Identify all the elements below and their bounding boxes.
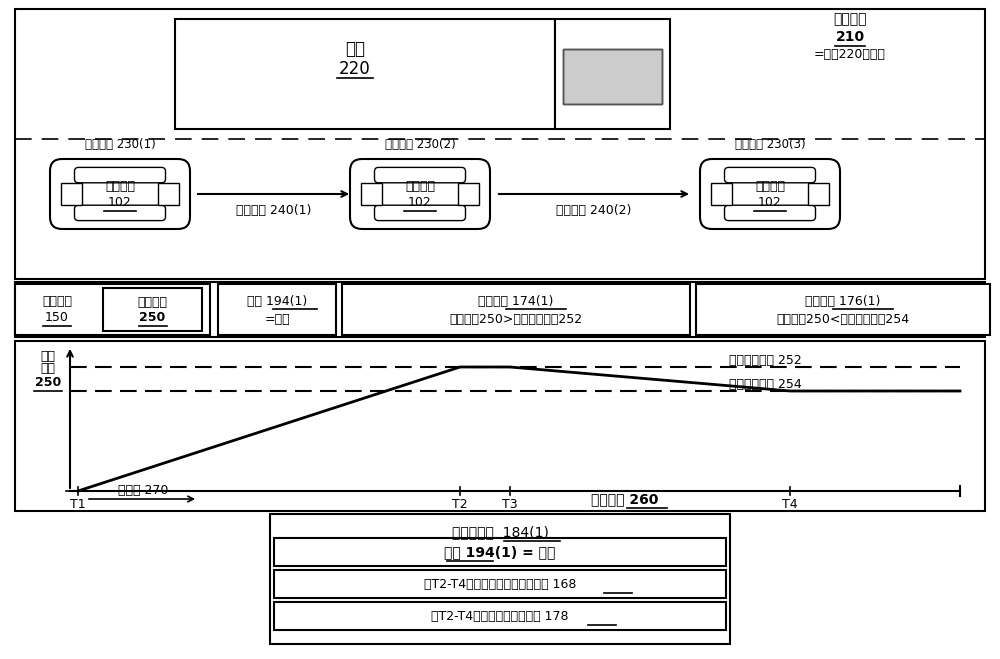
- Text: 恐惧图形 260: 恐惧图形 260: [591, 492, 659, 506]
- Bar: [15, 284, 210, 335]
- Bar: [270, 514, 730, 644]
- Bar: [711, 183, 732, 205]
- Bar: [808, 183, 829, 205]
- Text: =卡车220的盲点: =卡车220的盲点: [814, 47, 886, 61]
- Text: 相对运动 240(2): 相对运动 240(2): [556, 204, 632, 217]
- Bar: [274, 538, 726, 566]
- Text: T2: T2: [452, 498, 468, 511]
- Text: 相对位置 230(3): 相对位置 230(3): [735, 138, 805, 152]
- Text: 相对位置 230(1): 相对位置 230(1): [85, 138, 155, 152]
- Text: 102: 102: [108, 196, 132, 208]
- Bar: [563, 49, 662, 104]
- Bar: [274, 602, 726, 630]
- Bar: [158, 183, 179, 205]
- Text: 恐惧下限阈值 254: 恐惧下限阈值 254: [729, 378, 801, 391]
- Text: T1: T1: [70, 498, 86, 511]
- Bar: [696, 284, 990, 335]
- Bar: [563, 49, 662, 104]
- Bar: [458, 183, 479, 205]
- Text: 恐惧: 恐惧: [40, 349, 56, 362]
- Bar: [175, 19, 555, 129]
- Text: 交通工具: 交通工具: [405, 179, 435, 192]
- Text: T3: T3: [502, 498, 518, 511]
- FancyBboxPatch shape: [374, 167, 466, 183]
- Bar: [15, 341, 985, 511]
- Text: 水平: 水平: [40, 362, 56, 376]
- Text: 基线标准 176(1): 基线标准 176(1): [805, 295, 881, 308]
- Text: 210: 210: [835, 30, 865, 44]
- Text: 恐惧水平: 恐惧水平: [138, 297, 168, 309]
- Text: 标签 194(1) = 恐惧: 标签 194(1) = 恐惧: [444, 545, 556, 559]
- Text: 250: 250: [139, 311, 166, 324]
- Text: 102: 102: [758, 196, 782, 208]
- Text: 驾驶场景: 驾驶场景: [833, 12, 867, 26]
- Bar: [103, 288, 202, 331]
- Text: 从T2-T4的时间段的自驾动作 178: 从T2-T4的时间段的自驾动作 178: [431, 610, 569, 623]
- Bar: [361, 183, 382, 205]
- FancyBboxPatch shape: [374, 205, 466, 221]
- FancyBboxPatch shape: [50, 159, 190, 229]
- Bar: [15, 9, 985, 279]
- Bar: [61, 183, 82, 205]
- Text: 220: 220: [339, 60, 371, 78]
- Text: 250: 250: [35, 376, 61, 389]
- Text: 交通工具: 交通工具: [755, 179, 785, 192]
- Text: =恐惧: =恐惧: [264, 313, 290, 326]
- Text: 卡车: 卡车: [345, 40, 365, 58]
- Text: 恐惧水平250>恐惧上限阈值252: 恐惧水平250>恐惧上限阈值252: [449, 313, 583, 326]
- Bar: [342, 284, 690, 335]
- Text: 150: 150: [45, 311, 69, 324]
- Text: 标签 194(1): 标签 194(1): [247, 295, 307, 308]
- Text: 标签标准 174(1): 标签标准 174(1): [478, 295, 554, 308]
- FancyBboxPatch shape: [350, 159, 490, 229]
- Bar: [274, 570, 726, 598]
- Text: 102: 102: [408, 196, 432, 208]
- Text: 相对位置 230(2): 相对位置 230(2): [385, 138, 455, 152]
- FancyBboxPatch shape: [74, 205, 166, 221]
- Text: 时间轴 270: 时间轴 270: [118, 484, 168, 498]
- FancyBboxPatch shape: [700, 159, 840, 229]
- Text: 相对运动 240(1): 相对运动 240(1): [236, 204, 311, 217]
- FancyBboxPatch shape: [724, 205, 816, 221]
- Bar: [15, 282, 985, 337]
- Text: 用户状态: 用户状态: [42, 295, 72, 308]
- Bar: [218, 284, 336, 335]
- Text: T4: T4: [782, 498, 798, 511]
- FancyBboxPatch shape: [724, 167, 816, 183]
- Text: 恐惧上限阈值 252: 恐惧上限阈值 252: [729, 353, 801, 366]
- FancyBboxPatch shape: [74, 167, 166, 183]
- Text: 恐惧水平250<恐惧下限阈值254: 恐惧水平250<恐惧下限阈值254: [776, 313, 910, 326]
- Text: 标记数据集  184(1): 标记数据集 184(1): [452, 525, 548, 539]
- Bar: [555, 19, 670, 129]
- Text: 从T2-T4的时间段的交通工具状态 168: 从T2-T4的时间段的交通工具状态 168: [424, 577, 576, 590]
- Text: 交通工具: 交通工具: [105, 179, 135, 192]
